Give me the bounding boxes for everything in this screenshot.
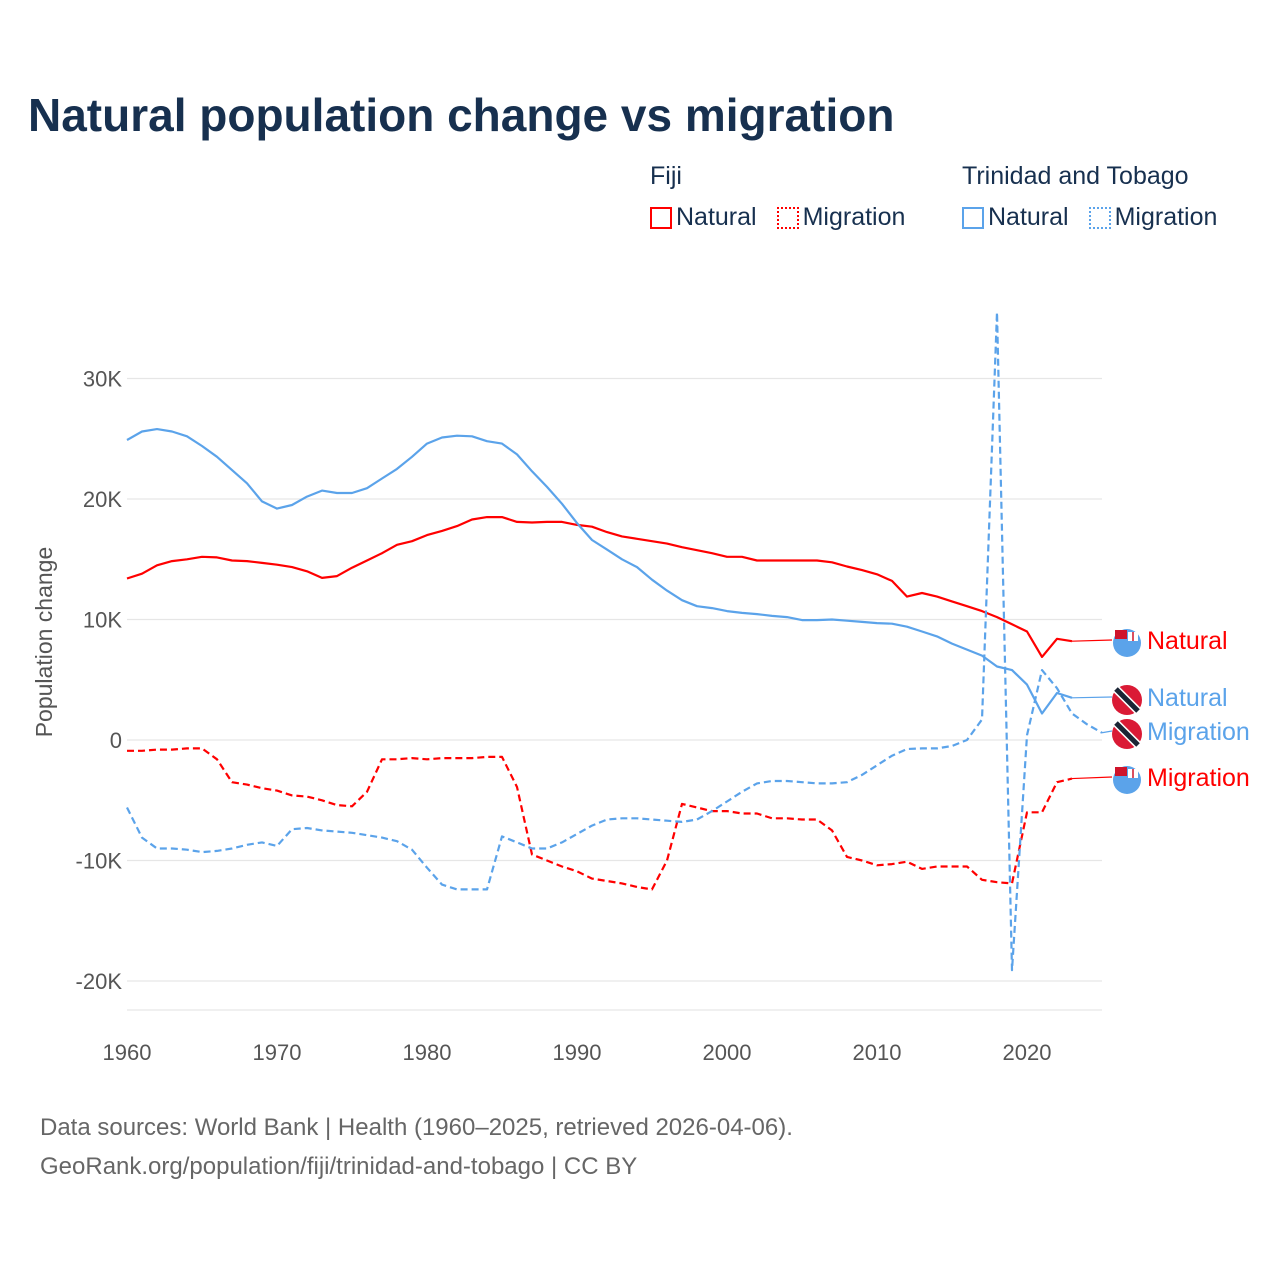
legend-item-fiji-migration[interactable]: Migration [776, 203, 906, 232]
x-tick-label: 2000 [703, 1040, 752, 1065]
leader-line [1071, 696, 1113, 699]
y-axis-label: Population change [31, 547, 57, 738]
y-tick-label: -20K [76, 969, 123, 994]
flag-stripe-black [1114, 721, 1140, 747]
x-axis-ticks: 1960 1970 1980 1990 2000 2010 2020 [103, 1040, 1052, 1065]
y-axis-ticks: 30K 20K 10K 0 -10K -20K [76, 367, 123, 995]
legend-swatch-solid [650, 206, 672, 229]
chart-title: Natural population change vs migration [28, 89, 895, 141]
flag-canton [1115, 767, 1127, 776]
end-label: Migration [1147, 764, 1250, 792]
series-line-fiji-natural [126, 515, 1073, 659]
flag-canton [1115, 630, 1127, 639]
x-tick-label: 2010 [853, 1040, 902, 1065]
legend-group-title: Trinidad and Tobago [962, 162, 1189, 190]
legend-label: Natural [988, 203, 1069, 231]
legend-group-fiji: Fiji Natural Migration [650, 162, 905, 232]
legend-item-tt-natural[interactable]: Natural [962, 203, 1069, 232]
flag-stripe-black [1114, 687, 1140, 713]
trinidad-and-tobago-flag-icon [1112, 685, 1142, 715]
end-label: Migration [1147, 718, 1250, 746]
y-tick-label: 0 [110, 728, 122, 753]
leader-line [1071, 776, 1113, 780]
x-tick-label: 1970 [253, 1040, 302, 1065]
gridlines [127, 377, 1102, 1011]
x-tick-label: 1960 [103, 1040, 152, 1065]
y-tick-label: 10K [83, 608, 122, 633]
series-line-trinidad-and-tobago-natural [126, 428, 1073, 715]
legend-swatch-dotted [776, 206, 799, 229]
y-tick-label: -10K [76, 849, 123, 874]
series-line-trinidad-and-tobago-migration [126, 311, 1103, 972]
end-label: Natural [1147, 627, 1228, 655]
leader-line [1071, 639, 1113, 642]
leader-line [1101, 730, 1113, 734]
end-labels: Natural Migration Natural Migration [1071, 627, 1250, 794]
trinidad-and-tobago-flag-icon [1112, 719, 1142, 749]
source-link[interactable]: GeoRank.org/population/fiji/trinidad-and… [40, 1153, 638, 1180]
legend-item-tt-migration[interactable]: Migration [1088, 203, 1218, 232]
legend-swatch-solid [962, 206, 984, 229]
end-label: Natural [1147, 684, 1228, 712]
legend-item-fiji-natural[interactable]: Natural [650, 203, 757, 232]
legend-swatch-dotted [1088, 206, 1111, 229]
legend-group-trinidad-and-tobago: Trinidad and Tobago Natural Migration [962, 162, 1217, 232]
legend-group-title: Fiji [650, 162, 682, 190]
source-line: Data sources: World Bank | Health (1960–… [40, 1114, 793, 1141]
fiji-flag-icon [1113, 766, 1141, 794]
series-line-fiji-migration [127, 747, 1073, 891]
x-tick-label: 1980 [403, 1040, 452, 1065]
x-tick-label: 1990 [553, 1040, 602, 1065]
legend-label: Migration [802, 203, 906, 231]
legend-label: Migration [1114, 203, 1218, 231]
legend-label: Natural [676, 203, 757, 231]
fiji-flag-icon [1113, 629, 1141, 657]
y-tick-label: 20K [83, 487, 122, 512]
y-tick-label: 30K [83, 367, 122, 392]
source-note: Data sources: World Bank | Health (1960–… [40, 1108, 793, 1186]
x-tick-label: 2020 [1003, 1040, 1052, 1065]
series-lines [126, 311, 1103, 972]
